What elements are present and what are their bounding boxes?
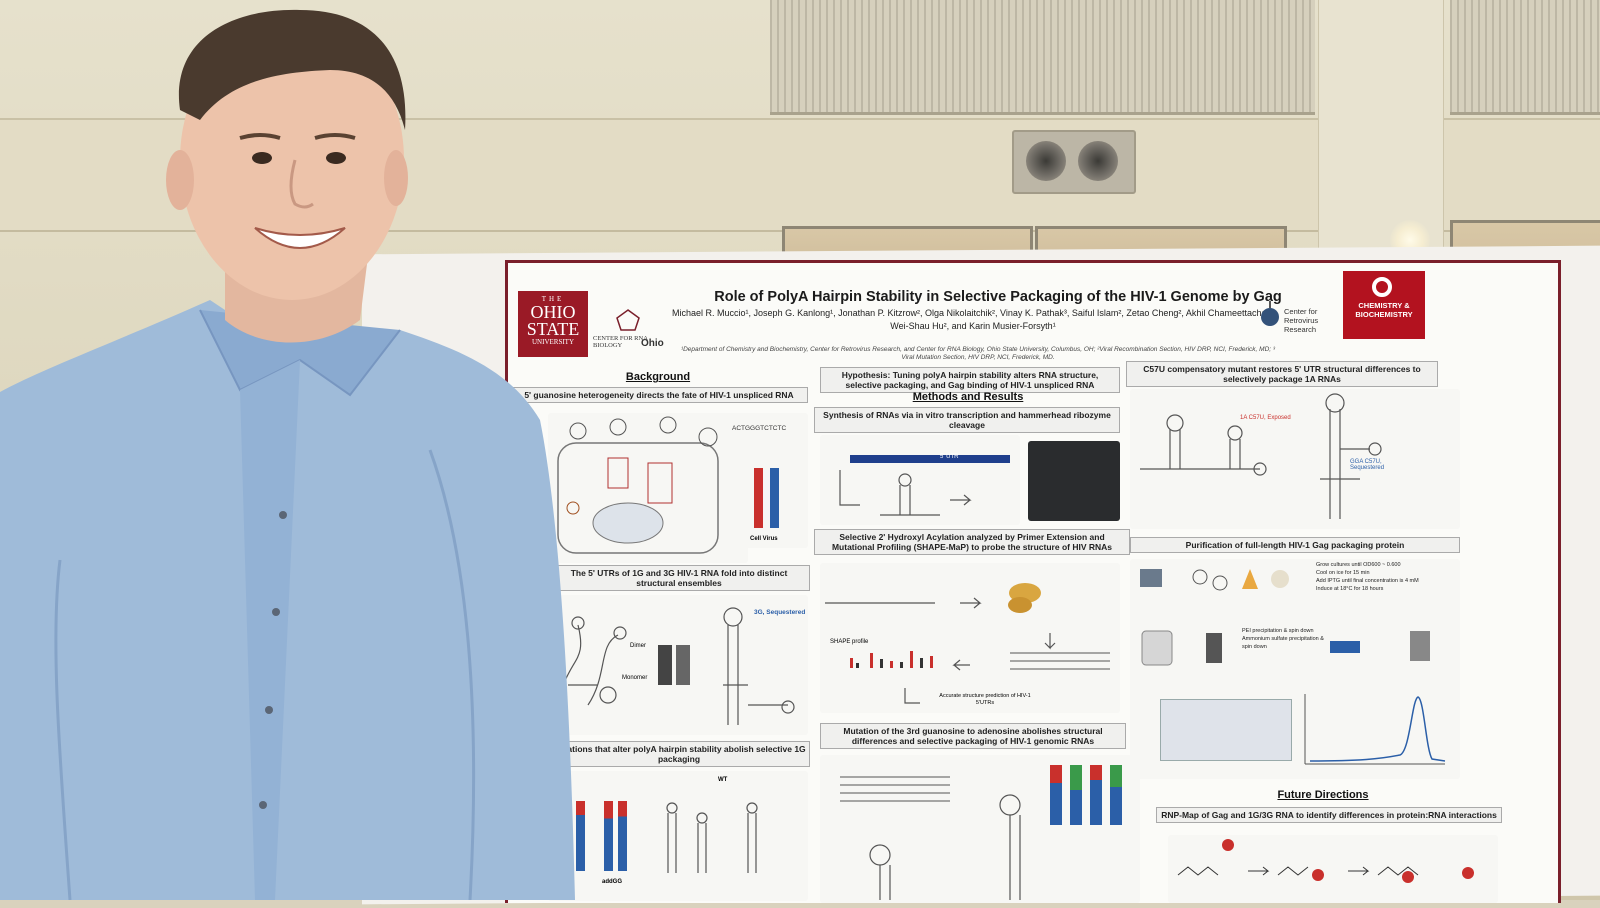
methods-heading: Methods and Results xyxy=(912,391,1024,403)
ensemble-figure: Dimer Monomer 3G, Sequestered xyxy=(548,595,808,735)
crb-logo: CENTER FOR RNA BIOLOGY Ohio xyxy=(593,309,673,353)
bar-virus xyxy=(770,468,779,528)
sds-gel xyxy=(1160,699,1292,761)
utr-bar xyxy=(850,455,1010,463)
osu-logo: THE OHIO STATE UNIVERSITY xyxy=(518,291,588,357)
pentagon-icon xyxy=(616,309,640,331)
methods-box2-heading: Selective 2' Hydroxyl Acylation analyzed… xyxy=(814,529,1130,555)
g-to-a-diagram xyxy=(840,765,1122,900)
packaging-figure: GU addGG WT xyxy=(548,771,808,901)
purification-figure: Grow cultures until OD600 ~ 0.600 Cool o… xyxy=(1130,559,1460,779)
ceiling-vent-left xyxy=(770,0,1315,115)
ribozyme-diagram xyxy=(839,470,972,516)
retrovirus-icon xyxy=(1261,301,1279,326)
right-box1-heading: C57U compensatory mutant restores 5' UTR… xyxy=(1126,361,1438,387)
background-heading: Background xyxy=(625,371,691,383)
ceiling-vent-right xyxy=(1450,0,1600,115)
purification-steps-2: PEI precipitation & spin down Ammonium s… xyxy=(1242,628,1324,650)
presenter-person xyxy=(0,9,575,900)
hypothesis-box: Hypothesis: Tuning polyA hairpin stabili… xyxy=(820,367,1120,393)
transcription-figure: 5' UTR xyxy=(820,435,1020,525)
chromatogram xyxy=(1304,694,1446,765)
rnp-map-figure xyxy=(1168,835,1498,903)
background-box3-heading: Mutations that alter polyA hairpin stabi… xyxy=(548,741,810,767)
cell-diagram-figure xyxy=(548,413,748,563)
poster-authors: Michael R. Muccio¹, Joseph G. Kanlong¹, … xyxy=(672,308,1274,331)
hairpin-structures xyxy=(666,802,758,873)
block-o-icon xyxy=(1372,277,1392,297)
shape-map-diagram xyxy=(825,583,1110,704)
bar-gu-virus xyxy=(576,801,585,871)
future-box-heading: RNP-Map of Gag and 1G/3G RNA to identify… xyxy=(1156,807,1502,823)
future-heading: Future Directions xyxy=(1277,789,1369,801)
purification-steps: Grow cultures until OD600 ~ 0.600 Cool o… xyxy=(1316,562,1419,592)
chem-biochem-logo: CHEMISTRY & BIOCHEMISTRY xyxy=(1343,271,1425,339)
methods-box1-heading: Synthesis of RNAs via in vitro transcrip… xyxy=(814,407,1120,433)
sequence-figure: ACTGGGTCTCTC Cell Virus xyxy=(728,413,808,548)
crr-logo: Center for Retrovirus Research xyxy=(1258,299,1338,339)
g-to-a-figure xyxy=(820,755,1140,903)
rnp-map-diagram xyxy=(1177,839,1474,883)
c57u-structures xyxy=(1140,393,1382,519)
rna-structures xyxy=(557,607,795,725)
research-poster: THE OHIO STATE UNIVERSITY CENTER FOR RNA… xyxy=(505,260,1561,903)
shape-figure: SHAPE profile Accurate structure predict… xyxy=(820,563,1120,713)
gel-image xyxy=(1028,441,1120,521)
wall-speaker xyxy=(1012,130,1136,194)
purification-diagram xyxy=(1140,569,1430,666)
bar-addgg-virus xyxy=(618,801,627,871)
bar-addgg-cell xyxy=(604,801,613,871)
bar-cell xyxy=(754,468,763,528)
right-box2-heading: Purification of full-length HIV-1 Gag pa… xyxy=(1130,537,1460,553)
cell-diagram xyxy=(557,416,719,554)
poster-title: Role of PolyA Hairpin Stability in Selec… xyxy=(714,289,1282,305)
background-box2-heading: The 5' UTRs of 1G and 3G HIV-1 RNA fold … xyxy=(548,565,810,591)
methods-box3-heading: Mutation of the 3rd guanosine to adenosi… xyxy=(820,723,1126,749)
c57u-figure: 1A C57U, Exposed GGA C57U, Sequestered xyxy=(1130,389,1460,529)
poster-affiliations: ¹Department of Chemistry and Biochemistr… xyxy=(680,346,1276,361)
